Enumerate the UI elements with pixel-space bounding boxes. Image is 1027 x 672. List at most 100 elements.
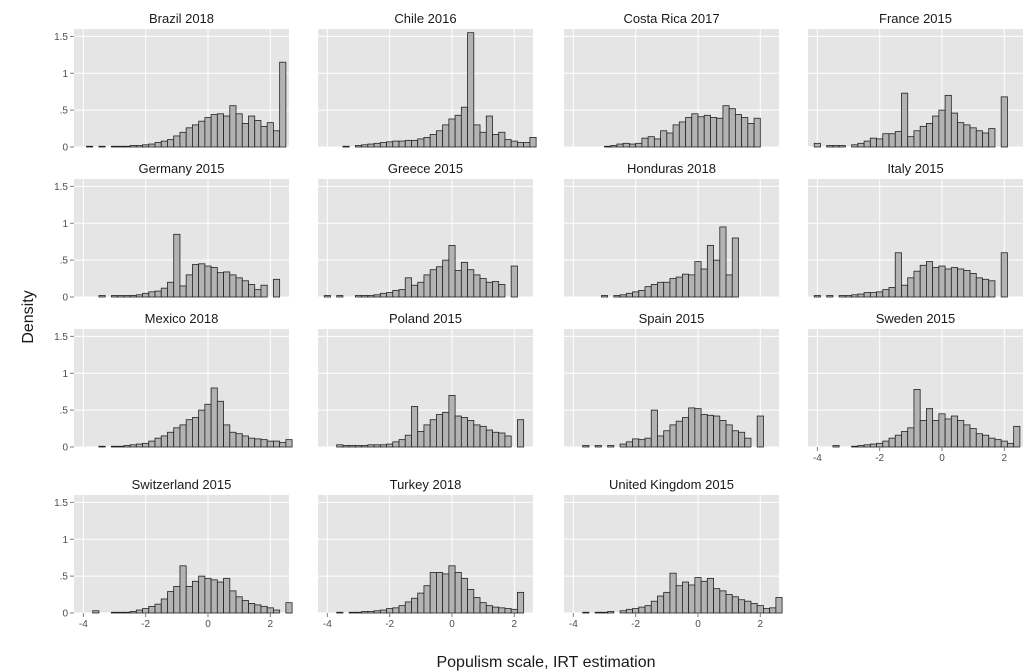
histogram-bar: [844, 295, 853, 298]
histogram-bar: [963, 124, 971, 148]
histogram-bar: [938, 109, 946, 148]
histogram-bar: [666, 132, 674, 148]
histogram-bar: [982, 434, 990, 448]
histogram-bar: [167, 139, 175, 148]
x-tick-label: -2: [141, 619, 150, 630]
histogram-bar: [738, 431, 746, 448]
histogram-bar: [260, 284, 268, 298]
panel: Germany 2015 0 .5 1 1.5: [54, 161, 289, 304]
histogram-bar: [838, 145, 846, 148]
histogram-bar: [756, 415, 764, 448]
y-tick-label: .5: [60, 406, 69, 417]
histogram-bar: [675, 585, 683, 614]
histogram-bar: [266, 607, 274, 614]
panel: Brazil 2018 0 .5 1 1.5: [54, 11, 289, 154]
histogram-bar: [417, 431, 425, 448]
x-axis-title: Populism scale, IRT estimation: [436, 654, 655, 671]
histogram-bar: [675, 276, 683, 298]
histogram-bar: [241, 280, 249, 298]
histogram-bar: [813, 295, 821, 298]
histogram-bar: [417, 281, 425, 298]
histogram-bar: [725, 594, 733, 614]
histogram-bar: [694, 577, 702, 614]
histogram-bar: [379, 609, 387, 614]
panel-title: Costa Rica 2017: [623, 11, 719, 26]
histogram-bar: [404, 277, 412, 298]
histogram-bar: [950, 267, 958, 298]
histogram-bar: [944, 94, 952, 148]
histogram-bar: [373, 142, 381, 148]
histogram-bar: [248, 437, 256, 448]
histogram-bar: [529, 137, 537, 148]
histogram-bar: [1000, 252, 1008, 298]
histogram-bar: [185, 127, 193, 148]
histogram-bar: [386, 292, 394, 298]
panel-title: Mexico 2018: [145, 311, 219, 326]
histogram-bar: [713, 415, 721, 448]
histogram-bar: [198, 120, 206, 148]
x-tick-label: -2: [385, 619, 394, 630]
histogram-bar: [135, 294, 143, 298]
histogram-bar: [1000, 96, 1008, 148]
histogram-bar: [373, 610, 381, 614]
histogram-bar: [173, 135, 181, 148]
histogram-bar: [907, 136, 915, 148]
histogram-bar: [594, 445, 602, 448]
histogram-bar: [625, 441, 633, 448]
histogram-bar: [882, 289, 890, 298]
x-tick-label: 2: [268, 619, 274, 630]
histogram-bar: [229, 105, 237, 148]
histogram-bar: [411, 284, 419, 298]
histogram-bar: [460, 261, 468, 298]
histogram-bar: [123, 295, 131, 298]
histogram-bar: [460, 106, 468, 148]
histogram-bar: [266, 122, 274, 148]
histogram-bar: [460, 577, 468, 614]
histogram-bar: [235, 596, 243, 614]
histogram-bar: [957, 268, 965, 298]
histogram-bar: [635, 142, 643, 148]
histogram-bar: [336, 611, 344, 614]
histogram-bar: [975, 433, 983, 448]
histogram-bar: [367, 295, 375, 298]
histogram-bar: [517, 142, 525, 148]
panel-title: Switzerland 2015: [132, 477, 232, 492]
histogram-bar: [398, 140, 406, 148]
histogram-bar: [86, 145, 94, 148]
histogram-bar: [504, 139, 512, 148]
histogram-bar: [498, 284, 506, 298]
histogram-bar: [279, 61, 287, 148]
histogram-bar: [857, 293, 865, 298]
histogram-bar: [632, 438, 640, 448]
histogram-bar: [888, 437, 896, 448]
histogram-bar: [517, 419, 525, 448]
histogram-bar: [1000, 440, 1008, 448]
histogram-bar: [110, 445, 119, 448]
panel-title: Honduras 2018: [627, 161, 716, 176]
histogram-bar: [694, 261, 702, 298]
panel: Italy 2015: [808, 161, 1023, 298]
y-tick-label: 0: [62, 443, 68, 454]
histogram-bar: [210, 579, 218, 614]
histogram-bar: [123, 145, 131, 148]
panel: Greece 2015: [318, 161, 533, 298]
y-axis-title: Density: [20, 290, 37, 343]
histogram-bar: [92, 610, 100, 614]
y-tick-label: 1: [62, 369, 68, 380]
histogram-bar: [241, 600, 249, 614]
histogram-bar: [926, 123, 934, 148]
panel-background: [808, 29, 1023, 147]
histogram-bar: [863, 292, 871, 298]
x-tick-label: 0: [695, 619, 701, 630]
histogram-bar: [479, 602, 487, 614]
histogram-bar: [600, 611, 609, 614]
histogram-bar: [473, 597, 481, 614]
histogram-bar: [907, 277, 915, 298]
histogram-bar: [479, 131, 487, 148]
histogram-bar: [876, 291, 884, 298]
histogram-bar: [117, 445, 125, 448]
histogram-bar: [731, 430, 739, 448]
histogram-bar: [404, 601, 412, 614]
histogram-bar: [697, 116, 705, 148]
histogram-bar: [479, 425, 487, 448]
